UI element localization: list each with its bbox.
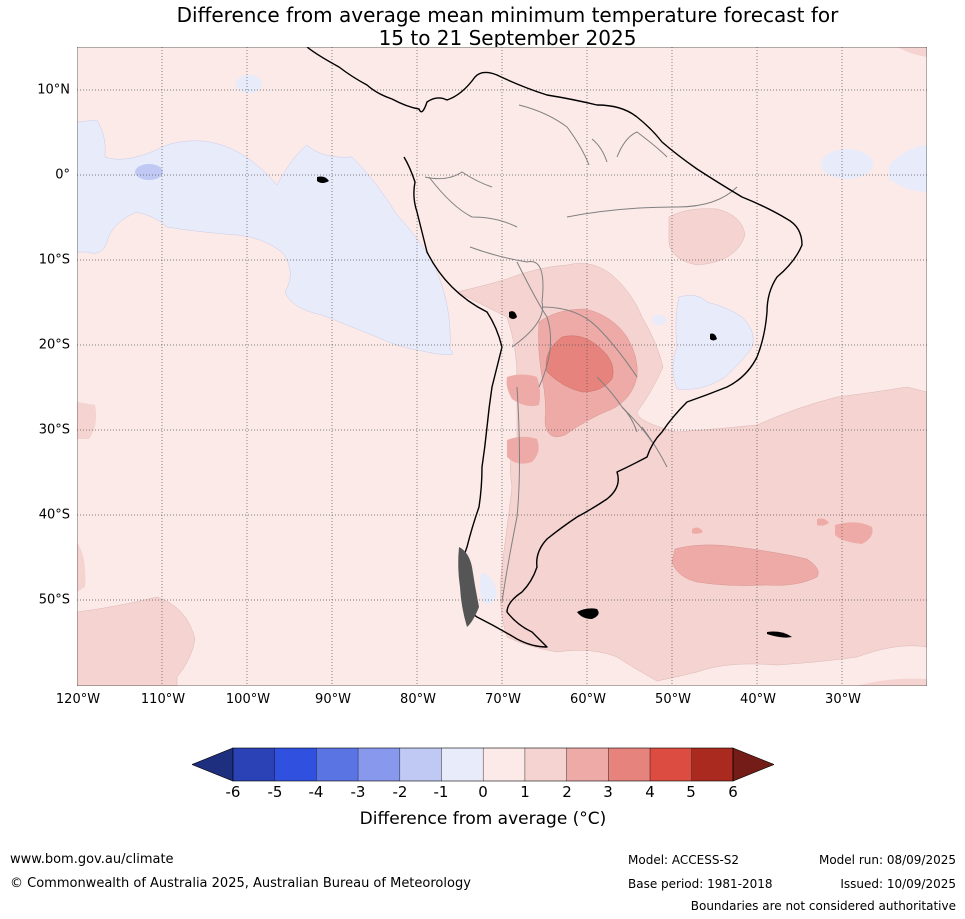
website-link[interactable]: www.bom.gov.au/climate xyxy=(10,852,174,867)
lat-label-10n: 10°N xyxy=(37,82,70,98)
lon-label-40w: 40°W xyxy=(740,692,776,707)
colorbar-tick: 5 xyxy=(686,783,696,801)
title-line-1: Difference from average mean minimum tem… xyxy=(176,3,839,27)
lat-label-30s: 30°S xyxy=(38,422,70,438)
chile-fjords xyxy=(458,547,479,627)
warm-anomaly-northeast xyxy=(897,47,927,57)
lake-titicaca xyxy=(509,311,517,319)
lagoa-dos-patos xyxy=(710,333,717,341)
warm-anomaly-speck-2 xyxy=(692,527,703,534)
south-georgia xyxy=(767,631,792,638)
lon-label-30w: 30°W xyxy=(825,692,861,707)
colorbar-cell-m4-m3 xyxy=(316,748,359,781)
cool-anomaly-patagonia xyxy=(479,572,497,604)
colorbar-tick: 1 xyxy=(520,783,530,801)
colorbar-tick: 4 xyxy=(645,783,655,801)
boundaries-disclaimer: Boundaries are not considered authoritat… xyxy=(690,899,956,913)
warm-anomaly-amazon xyxy=(668,208,746,266)
lon-label-100w: 100°W xyxy=(225,692,271,707)
colorbar-tick: -6 xyxy=(225,783,241,801)
cool-anomaly-spot xyxy=(135,164,163,180)
warm-anomaly-south-edge xyxy=(857,678,927,686)
lat-label-50s: 50°S xyxy=(38,592,70,608)
warm-anomaly-small-east xyxy=(835,522,873,544)
falkland-islands xyxy=(577,608,599,619)
lat-label-10s: 10°S xyxy=(38,252,70,268)
lon-label-50w: 50°W xyxy=(655,692,691,707)
colorbar-cell-5-6 xyxy=(691,748,733,781)
cool-anomaly-small xyxy=(652,315,666,325)
cool-anomaly-north xyxy=(236,75,262,93)
lat-label-20s: 20°S xyxy=(38,337,70,353)
lon-label-120w: 120°W xyxy=(55,692,101,707)
south-america-coastline xyxy=(306,47,803,648)
warm-anomaly-west-low xyxy=(77,542,86,592)
galapagos xyxy=(317,176,329,183)
model-run-date: Model run: 08/09/2025 xyxy=(818,853,956,867)
colorbar-cell-m2-m1 xyxy=(399,748,442,781)
lon-label-80w: 80°W xyxy=(400,692,436,707)
model-name: Model: ACCESS-S2 xyxy=(628,853,740,867)
colorbar-tick: 0 xyxy=(478,783,488,801)
colorbar-cell-3-4 xyxy=(608,748,650,781)
gridlines xyxy=(77,47,927,686)
lon-label-90w: 90°W xyxy=(315,692,351,707)
warm-anomaly-south-atlantic xyxy=(671,544,819,586)
colorbar-tick: 6 xyxy=(728,783,738,801)
country-borders xyxy=(424,104,738,603)
title-line-2: 15 to 21 September 2025 xyxy=(378,26,637,50)
colorbar-dividers xyxy=(274,748,692,781)
colorbar-cell-m6-m5 xyxy=(233,748,275,781)
lat-label-40s: 40°S xyxy=(38,507,70,523)
colorbar-tick: -3 xyxy=(350,783,366,801)
warm-anomaly-west-edge xyxy=(77,402,97,439)
colorbar-extend-high xyxy=(732,747,774,782)
colorbar-tick: -5 xyxy=(267,783,283,801)
colorbar-tick: 3 xyxy=(603,783,613,801)
cool-anomaly-atlantic xyxy=(821,149,873,179)
colorbar-cell-0-1 xyxy=(483,748,525,781)
lon-label-60w: 60°W xyxy=(570,692,606,707)
colorbar-tick: -4 xyxy=(308,783,324,801)
cool-anomaly-atlantic-east xyxy=(889,145,927,192)
issued-date: Issued: 10/09/2025 xyxy=(840,877,956,891)
colorbar-cell-m5-m4 xyxy=(274,748,317,781)
colorbar-cell-m1-0 xyxy=(441,748,484,781)
warm-anomaly-chile-north xyxy=(506,374,541,407)
map-title: Difference from average mean minimum tem… xyxy=(0,4,965,50)
colorbar-tick: -2 xyxy=(392,783,408,801)
colorbar-extend-low xyxy=(192,747,234,782)
colorbar-cell-2-3 xyxy=(566,748,609,781)
warm-anomaly-chile-central xyxy=(507,436,539,464)
colorbar xyxy=(192,747,774,782)
lon-label-110w: 110°W xyxy=(140,692,186,707)
cool-anomaly-pacific xyxy=(77,119,454,356)
colorbar-tick: -1 xyxy=(433,783,449,801)
warm-anomaly-southwest xyxy=(77,596,196,686)
copyright-notice: © Commonwealth of Australia 2025, Austra… xyxy=(10,876,471,891)
temperature-anomaly-map xyxy=(77,47,927,686)
colorbar-cell-4-5 xyxy=(650,748,692,781)
cool-anomaly-brazil xyxy=(672,295,754,390)
colorbar-cell-m3-m2 xyxy=(358,748,400,781)
colorbar-tick: 2 xyxy=(562,783,572,801)
lat-label-0: 0° xyxy=(55,167,70,183)
colorbar-label: Difference from average (°C) xyxy=(359,809,607,829)
colorbar-cell-1-2 xyxy=(524,748,567,781)
lon-label-70w: 70°W xyxy=(485,692,521,707)
base-period: Base period: 1981-2018 xyxy=(628,877,773,891)
warm-anomaly-speck-1 xyxy=(817,518,829,526)
